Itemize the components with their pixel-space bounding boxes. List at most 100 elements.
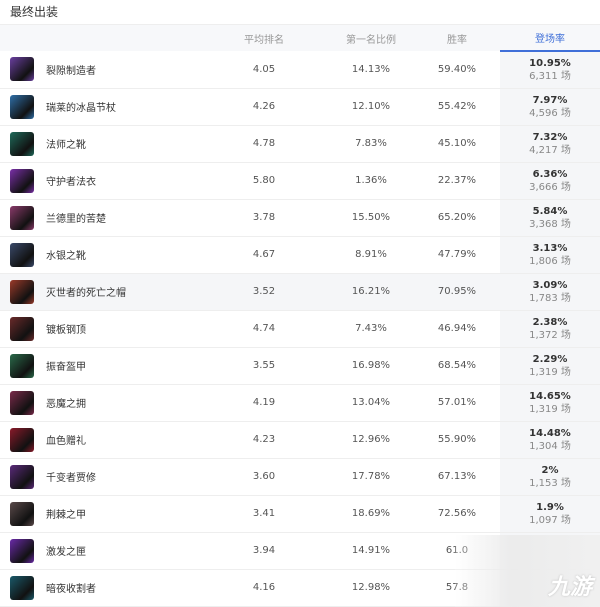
table-row[interactable]: 瑞莱的冰晶节杖 4.26 12.10% 55.42% 7.97% 4,596 场: [0, 88, 600, 126]
item-name: 镀板钢顶: [46, 325, 86, 336]
avg-rank: 3.41: [200, 495, 328, 533]
game-count: 1,319 场: [529, 403, 571, 415]
item-icon: [10, 353, 34, 378]
game-count: 4,596 场: [529, 107, 571, 119]
pick-rate-cell: 10.95% 6,311 场: [500, 51, 600, 89]
pick-rate: 1.9%: [536, 501, 564, 513]
game-count: 4,217 场: [529, 144, 571, 156]
win-rate: 55.90%: [414, 421, 500, 459]
item-name: 激发之匣: [46, 547, 86, 558]
win-rate: 72.56%: [414, 495, 500, 533]
header-pick-rate[interactable]: 登场率: [500, 25, 600, 52]
header-win-rate[interactable]: 胜率: [414, 25, 500, 51]
table-row[interactable]: 灭世者的死亡之帽 3.52 16.21% 70.95% 3.09% 1,783 场: [0, 273, 600, 311]
item-icon: [10, 575, 34, 600]
pick-rate: 14.48%: [529, 427, 571, 439]
watermark: 九游: [455, 535, 600, 607]
game-count: 1,319 场: [529, 366, 571, 378]
avg-rank: 3.78: [200, 199, 328, 237]
pick-rate-cell: 7.32% 4,217 场: [500, 125, 600, 163]
table-row[interactable]: 法师之靴 4.78 7.83% 45.10% 7.32% 4,217 场: [0, 125, 600, 163]
pick-rate: 10.95%: [529, 57, 571, 69]
win-rate: 47.79%: [414, 236, 500, 274]
item-name: 恶魔之拥: [46, 399, 86, 410]
pick-rate-cell: 14.48% 1,304 场: [500, 421, 600, 459]
game-count: 6,311 场: [529, 70, 571, 82]
item-icon: [10, 390, 34, 415]
item-name: 千变者贾修: [46, 473, 96, 484]
item-name: 兰德里的苦楚: [46, 214, 106, 225]
table-row[interactable]: 镀板钢顶 4.74 7.43% 46.94% 2.38% 1,372 场: [0, 310, 600, 348]
item-cell: 激发之匣: [0, 532, 200, 570]
avg-rank: 3.52: [200, 273, 328, 311]
avg-rank: 4.19: [200, 384, 328, 422]
table-row[interactable]: 兰德里的苦楚 3.78 15.50% 65.20% 5.84% 3,368 场: [0, 199, 600, 237]
table-row[interactable]: 振奋盔甲 3.55 16.98% 68.54% 2.29% 1,319 场: [0, 347, 600, 385]
item-name: 灭世者的死亡之帽: [46, 288, 126, 299]
first-ratio: 18.69%: [328, 495, 414, 533]
pick-rate-cell: 2.29% 1,319 场: [500, 347, 600, 385]
pick-rate-cell: 14.65% 1,319 场: [500, 384, 600, 422]
first-ratio: 12.10%: [328, 88, 414, 126]
avg-rank: 4.67: [200, 236, 328, 274]
pick-rate: 6.36%: [532, 168, 568, 180]
pick-rate-cell: 1.9% 1,097 场: [500, 495, 600, 533]
avg-rank: 4.74: [200, 310, 328, 348]
first-ratio: 14.13%: [328, 51, 414, 89]
item-icon: [10, 316, 34, 341]
table-row[interactable]: 千变者贾修 3.60 17.78% 67.13% 2% 1,153 场: [0, 458, 600, 496]
win-rate: 65.20%: [414, 199, 500, 237]
pick-rate-cell: 3.13% 1,806 场: [500, 236, 600, 274]
table-row[interactable]: 守护者法衣 5.80 1.36% 22.37% 6.36% 3,666 场: [0, 162, 600, 200]
header-item: [0, 25, 200, 51]
table-row[interactable]: 荆棘之甲 3.41 18.69% 72.56% 1.9% 1,097 场: [0, 495, 600, 533]
item-icon: [10, 427, 34, 452]
item-icon: [10, 538, 34, 563]
avg-rank: 5.80: [200, 162, 328, 200]
item-cell: 灭世者的死亡之帽: [0, 273, 200, 311]
avg-rank: 4.23: [200, 421, 328, 459]
pick-rate: 2.38%: [532, 316, 568, 328]
first-ratio: 12.96%: [328, 421, 414, 459]
win-rate: 68.54%: [414, 347, 500, 385]
game-count: 1,097 场: [529, 514, 571, 526]
win-rate: 55.42%: [414, 88, 500, 126]
item-name: 水银之靴: [46, 251, 86, 262]
item-cell: 裂隙制造者: [0, 51, 200, 89]
item-cell: 镀板钢顶: [0, 310, 200, 348]
item-cell: 法师之靴: [0, 125, 200, 163]
header-first-ratio[interactable]: 第一名比例: [328, 25, 414, 51]
item-cell: 水银之靴: [0, 236, 200, 274]
first-ratio: 16.98%: [328, 347, 414, 385]
item-cell: 守护者法衣: [0, 162, 200, 200]
game-count: 1,153 场: [529, 477, 571, 489]
avg-rank: 4.16: [200, 569, 328, 607]
header-avg-rank[interactable]: 平均排名: [200, 25, 328, 51]
item-name: 守护者法衣: [46, 177, 96, 188]
table-row[interactable]: 水银之靴 4.67 8.91% 47.79% 3.13% 1,806 场: [0, 236, 600, 274]
table-row[interactable]: 裂隙制造者 4.05 14.13% 59.40% 10.95% 6,311 场: [0, 51, 600, 89]
item-name: 振奋盔甲: [46, 362, 86, 373]
pick-rate-cell: 6.36% 3,666 场: [500, 162, 600, 200]
table-row[interactable]: 恶魔之拥 4.19 13.04% 57.01% 14.65% 1,319 场: [0, 384, 600, 422]
item-cell: 千变者贾修: [0, 458, 200, 496]
item-name: 暗夜收割者: [46, 584, 96, 595]
first-ratio: 7.83%: [328, 125, 414, 163]
item-cell: 振奋盔甲: [0, 347, 200, 385]
pick-rate: 7.97%: [532, 94, 568, 106]
game-count: 3,368 场: [529, 218, 571, 230]
pick-rate-cell: 2.38% 1,372 场: [500, 310, 600, 348]
table-header: 平均排名 第一名比例 胜率 登场率: [0, 25, 600, 52]
item-name: 瑞莱的冰晶节杖: [46, 103, 116, 114]
table-row[interactable]: 血色赠礼 4.23 12.96% 55.90% 14.48% 1,304 场: [0, 421, 600, 459]
item-name: 血色赠礼: [46, 436, 86, 447]
win-rate: 46.94%: [414, 310, 500, 348]
item-icon: [10, 242, 34, 267]
item-icon: [10, 57, 34, 82]
win-rate: 45.10%: [414, 125, 500, 163]
item-cell: 兰德里的苦楚: [0, 199, 200, 237]
avg-rank: 4.26: [200, 88, 328, 126]
item-icon: [10, 501, 34, 526]
pick-rate-cell: 5.84% 3,368 场: [500, 199, 600, 237]
item-cell: 恶魔之拥: [0, 384, 200, 422]
